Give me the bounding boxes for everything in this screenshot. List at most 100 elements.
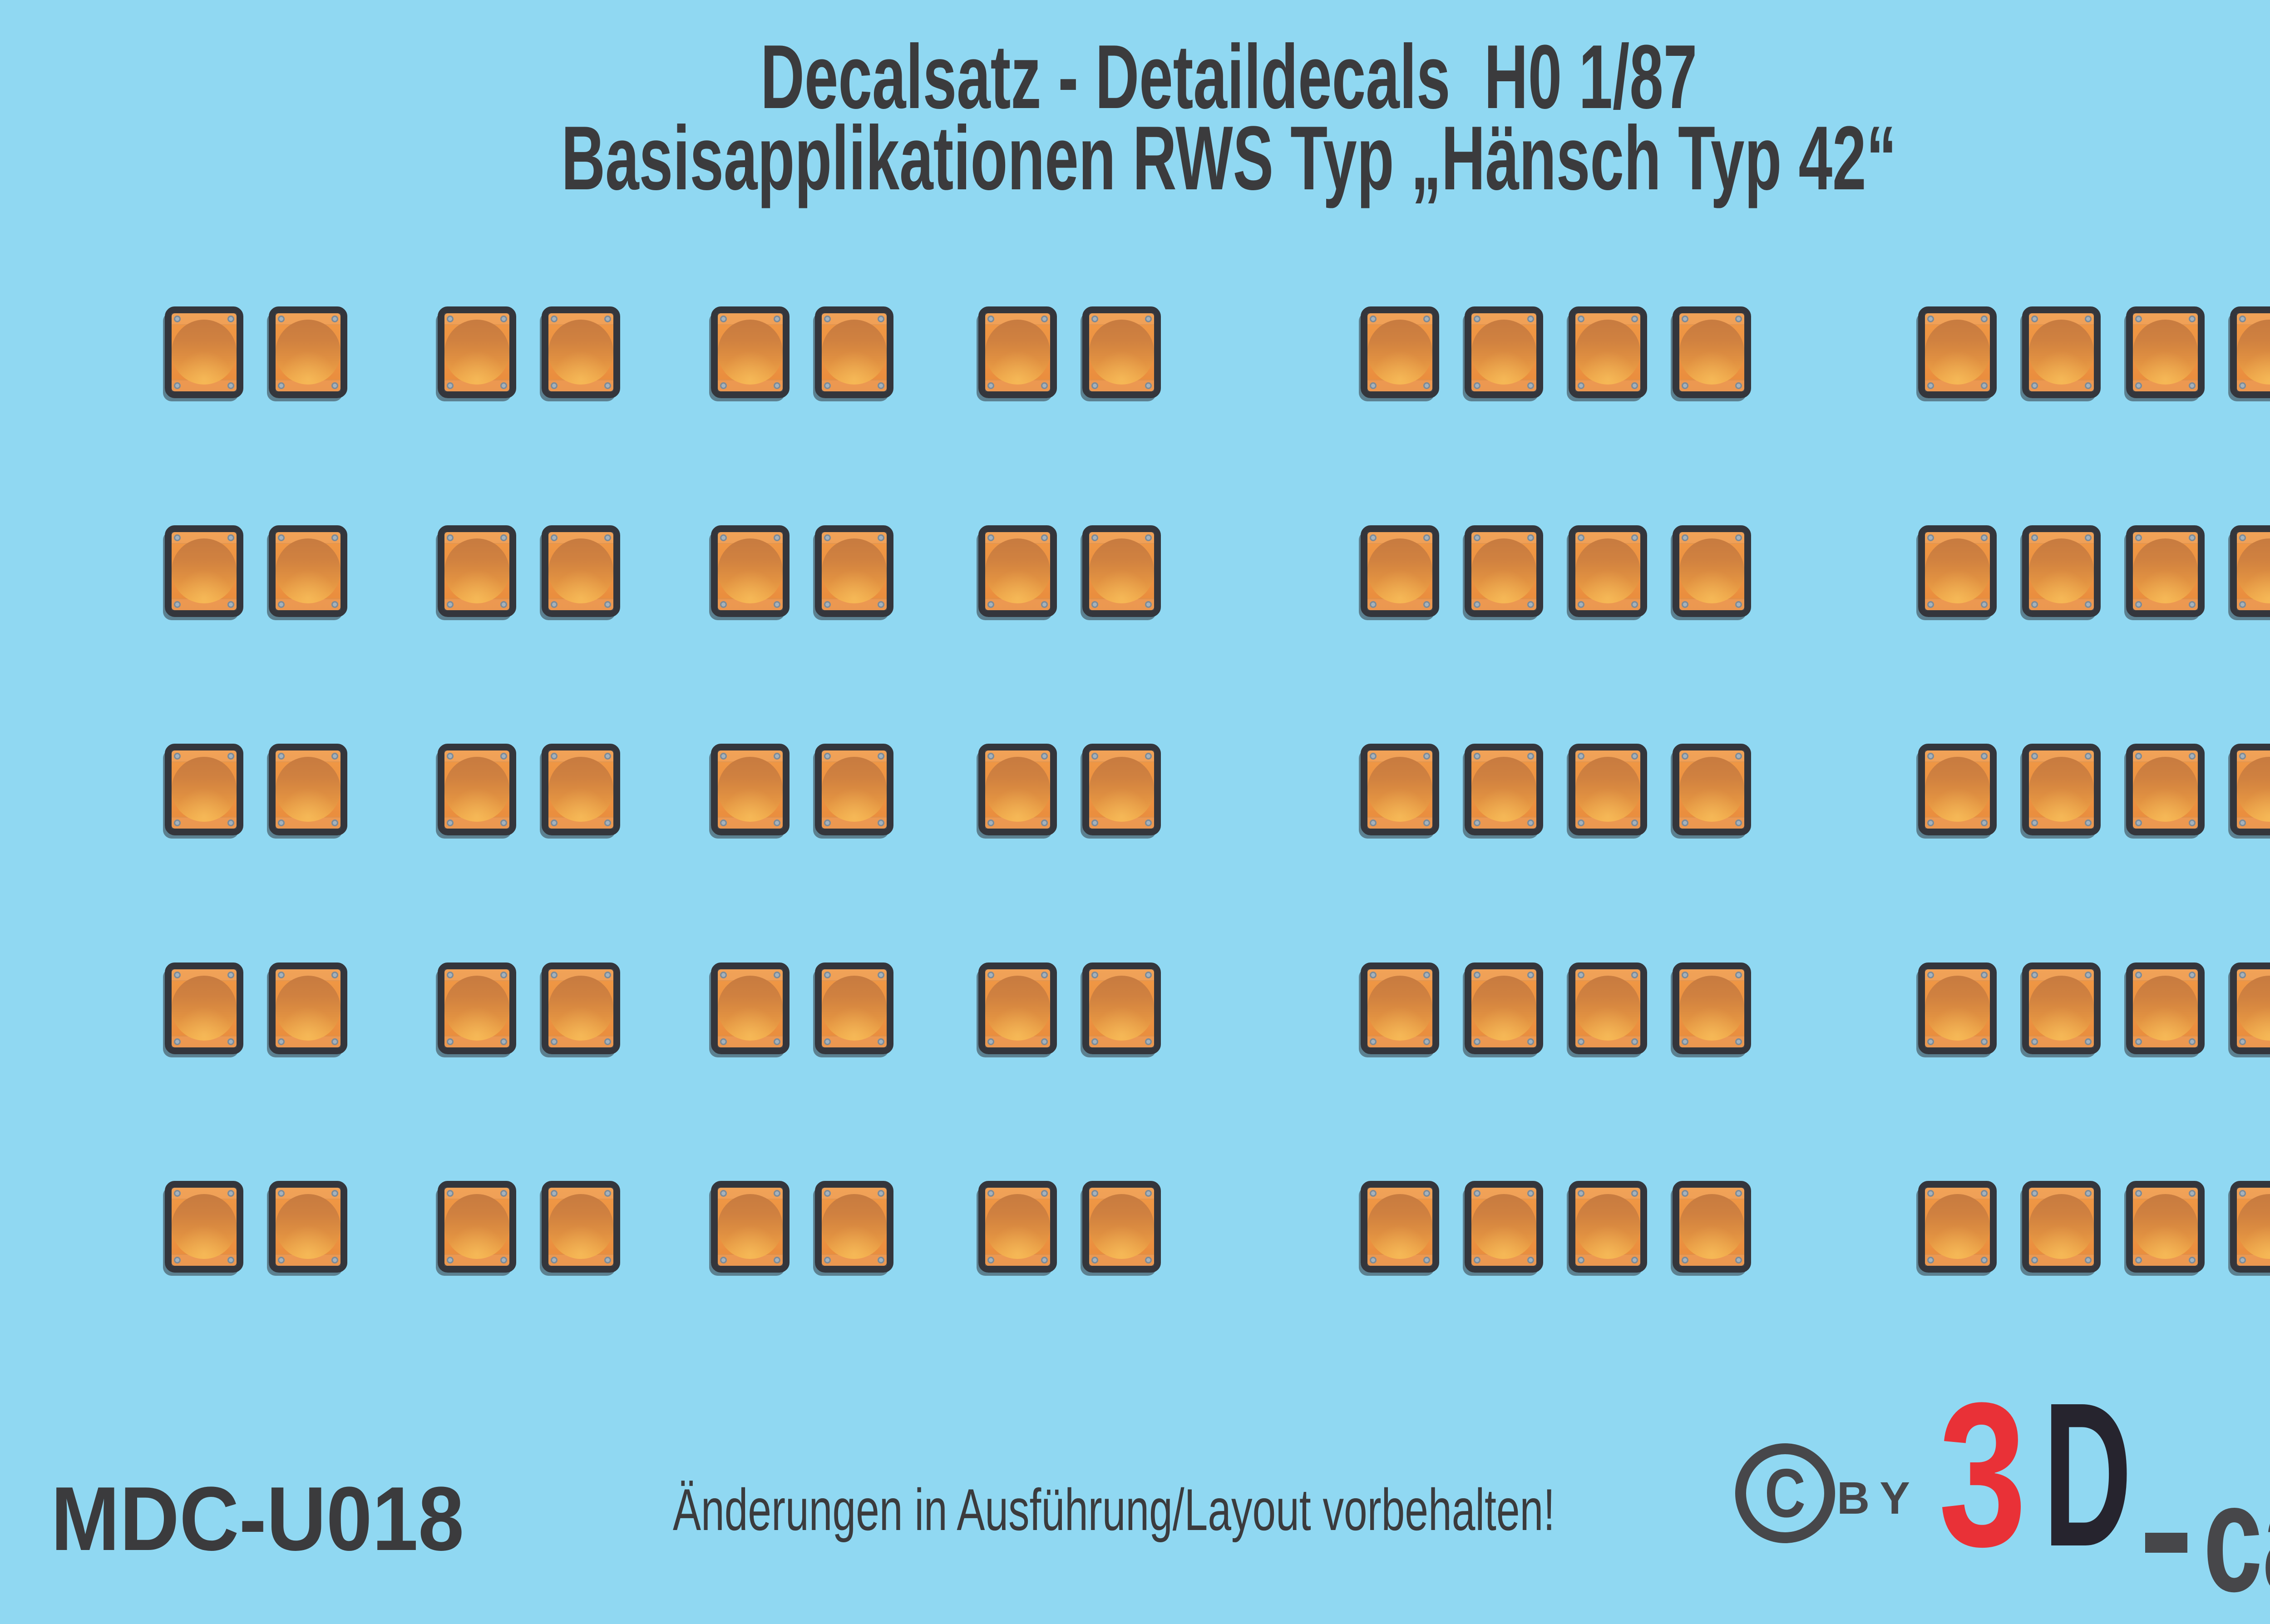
screw-dot [1735,1190,1742,1197]
lamp-lens [276,538,340,603]
screw-dot [774,1257,780,1264]
screw-dot [720,534,727,541]
lamp-lens [1575,1194,1640,1259]
screw-dot [1682,1190,1688,1197]
screw-dot [551,1038,558,1045]
lamp-lens [822,976,887,1041]
screw-dot [1631,1038,1638,1045]
screw-dot [1423,819,1430,826]
screw-dot [1041,819,1048,826]
screw-dot [1145,382,1152,389]
decal-square [711,1181,790,1273]
screw-dot [331,601,338,608]
screw-dot [1527,601,1534,608]
decal-square [1673,306,1751,398]
decal-square [438,306,516,398]
screw-dot [774,1190,780,1197]
lamp-lens [548,1194,613,1259]
screw-dot [774,534,780,541]
logo-by-text: BY [1837,1473,1920,1524]
screw-dot [878,382,884,389]
screw-dot [1091,1038,1098,1045]
screw-dot [1927,819,1934,826]
screw-dot [551,1257,558,1264]
screw-dot [2085,382,2092,389]
screw-dot [2085,601,2092,608]
decal-square [2126,525,2205,617]
screw-dot [174,1190,181,1197]
screw-dot [2189,1038,2196,1045]
lamp-lens [718,538,783,603]
screw-dot [1631,972,1638,978]
screw-dot [774,316,780,322]
lamp-lens [1089,538,1154,603]
decal-square [165,963,243,1054]
screw-dot [604,1038,611,1045]
decal-square [2230,963,2270,1054]
screw-dot [2085,316,2092,322]
screw-dot [447,382,454,389]
screw-dot [174,753,181,760]
lamp-lens [1575,538,1640,603]
screw-dot [1474,382,1480,389]
screw-dot [2135,601,2142,608]
decal-square [1918,744,1997,835]
screw-dot [1682,1038,1688,1045]
screw-dot [720,316,727,322]
decal-square [1673,744,1751,835]
screw-dot [500,382,507,389]
screw-dot [1631,601,1638,608]
screw-dot [174,1257,181,1264]
screw-dot [987,382,994,389]
decal-square [2022,1181,2101,1273]
decal-square [1569,306,1647,398]
decal-square [165,1181,243,1273]
screw-dot [227,1038,234,1045]
lamp-lens [985,757,1050,822]
screw-dot [2239,1190,2246,1197]
lamp-lens [1089,757,1154,822]
screw-dot [2031,382,2038,389]
screw-dot [331,1190,338,1197]
screw-dot [227,316,234,322]
lamp-lens [2133,1194,2198,1259]
decal-square [542,963,620,1054]
screw-dot [1981,1190,1988,1197]
screw-dot [1041,1190,1048,1197]
screw-dot [1927,1190,1934,1197]
screw-dot [1631,1190,1638,1197]
screw-dot [1041,601,1048,608]
screw-dot [2189,753,2196,760]
screw-dot [2239,382,2246,389]
lamp-lens [1089,976,1154,1041]
screw-dot [500,1190,507,1197]
decal-square [1361,306,1439,398]
screw-dot [1735,1257,1742,1264]
lamp-lens [1575,757,1640,822]
screw-dot [500,534,507,541]
screw-dot [1474,534,1480,541]
lamp-lens [1925,757,1990,822]
lamp-lens [2029,320,2094,385]
screw-dot [1423,382,1430,389]
screw-dot [1370,819,1377,826]
screw-dot [720,819,727,826]
lamp-lens [1367,757,1432,822]
screw-dot [1527,753,1534,760]
screw-dot [1041,382,1048,389]
lamp-lens [548,538,613,603]
screw-dot [2189,819,2196,826]
screw-dot [1423,316,1430,322]
screw-dot [878,1257,884,1264]
title-line-1-text: Decalsatz - Detaildecals H0 1/87 [760,26,1698,128]
screw-dot [2135,316,2142,322]
screw-dot [604,1190,611,1197]
decal-square [978,744,1057,835]
decal-square [438,1181,516,1273]
screw-dot [604,601,611,608]
screw-dot [278,1257,285,1264]
screw-dot [2135,819,2142,826]
screw-dot [1145,1038,1152,1045]
screw-dot [1981,534,1988,541]
